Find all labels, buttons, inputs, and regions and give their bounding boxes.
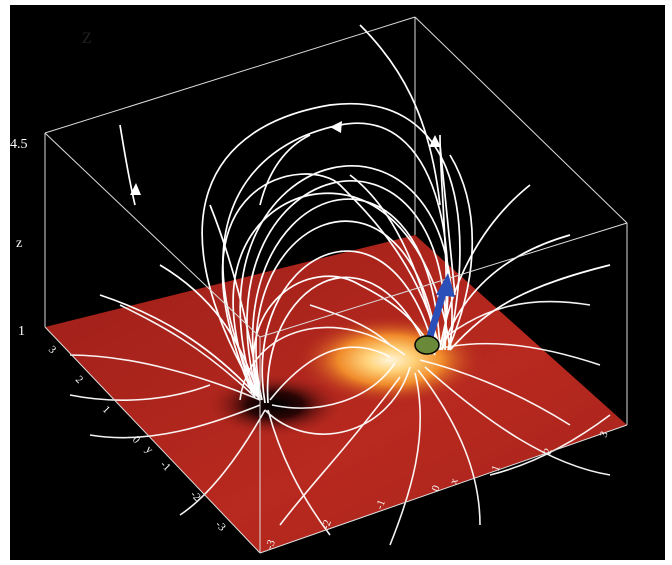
bounding-box-back <box>44 16 628 327</box>
x-tick: 1 <box>490 464 503 473</box>
x-tick: 0 <box>430 483 443 493</box>
z-axis-label: z <box>16 236 22 251</box>
field-direction-arrows <box>130 121 441 195</box>
magnetic-field-3d-plot: Z 4.5 z 1 3 2 1 0 -1 -2 -3 y -3 -2 -1 0 … <box>10 5 665 560</box>
coronal-field-lines <box>99 24 611 404</box>
bounding-box-front <box>44 132 628 554</box>
green-marker <box>414 335 440 355</box>
corner-glyph: Z <box>82 30 92 47</box>
z-tick-top: 4.5 <box>10 137 28 152</box>
x-axis-ticks: -3 -2 -1 0 x 1 2 3 <box>264 429 611 551</box>
x-tick: 2 <box>542 447 555 456</box>
z-tick-bottom: 1 <box>18 324 25 339</box>
x-tick: 3 <box>598 429 611 439</box>
x-axis-label: x <box>448 476 461 486</box>
surface-field-lines <box>69 300 611 546</box>
blue-vector-arrow <box>424 273 455 345</box>
x-tick: -1 <box>374 498 388 511</box>
x-tick: -2 <box>320 518 334 531</box>
